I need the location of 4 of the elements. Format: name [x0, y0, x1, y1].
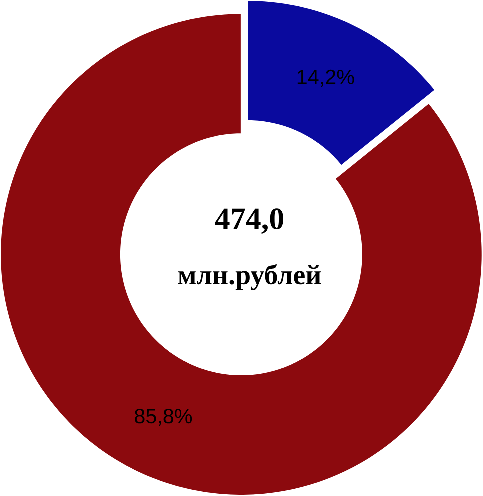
text: 474,0	[215, 208, 284, 234]
data-label: 14,2%	[298, 70, 354, 87]
data-label: 85,8%	[135, 409, 192, 426]
text: млн.рублей	[178, 264, 322, 290]
